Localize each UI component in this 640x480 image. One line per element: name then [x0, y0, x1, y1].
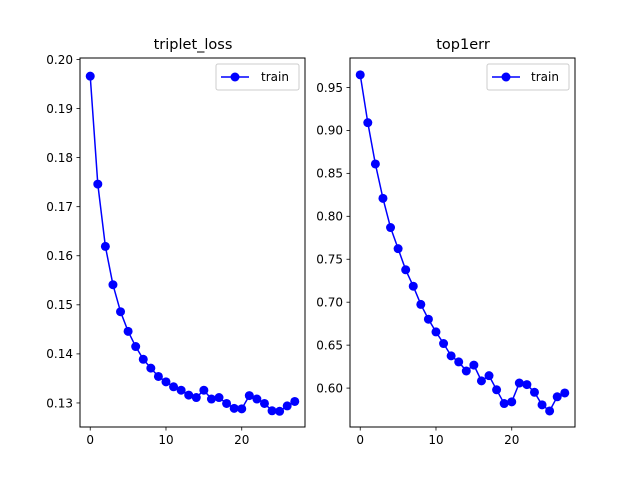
top1err-train-point [461, 366, 471, 376]
top1err-ytick-label: 0.95 [316, 81, 343, 95]
top1err-ytick-label: 0.90 [316, 124, 343, 138]
top1err-train-point [492, 385, 502, 395]
top1err-train-point [522, 380, 532, 390]
top1err-xtick-label: 0 [356, 433, 364, 447]
triplet-loss-train-point [275, 406, 285, 416]
top1err-train-point [393, 244, 403, 254]
top1err-train-point [363, 118, 373, 128]
triplet-loss-ytick-label: 0.14 [46, 347, 73, 361]
triplet-loss-train-point [229, 403, 239, 413]
top1err-legend-box [486, 63, 570, 91]
top1err-train-line [359, 74, 566, 412]
triplet-loss-ytick-label: 0.18 [46, 151, 73, 165]
triplet-loss-train-point [85, 71, 95, 81]
triplet-loss-train-point [290, 396, 300, 406]
triplet-loss-train-point [108, 280, 118, 290]
triplet-loss-legend: train [215, 63, 300, 91]
top1err-train-point [545, 406, 555, 416]
triplet-loss-xtick-label: 0 [86, 433, 94, 447]
triplet-loss-ytick-label: 0.20 [46, 53, 73, 67]
top1err-title: top1err [436, 37, 490, 53]
top1err-panel: top1err 0 10 20 0.60 0.65 0.70 0.75 0.80 0.85 0.9… [316, 37, 576, 447]
top1err-train-point [423, 314, 433, 324]
top1err-xtick-label: 10 [428, 433, 443, 447]
top1err-legend-label: train [531, 70, 559, 84]
triplet-loss-ytick-label: 0.19 [46, 102, 73, 116]
triplet-loss-train-point [259, 398, 269, 408]
top1err-train-point [355, 70, 365, 80]
triplet-loss-ticks: 0 10 20 0.13 0.14 0.15 0.16 0.17 0.18 0.19 0.20 [46, 53, 249, 447]
triplet-loss-train-point [267, 406, 277, 416]
triplet-loss-ytick-label: 0.13 [46, 396, 73, 410]
top1err-legend: train [486, 63, 570, 91]
top1err-train-point [408, 281, 418, 291]
triplet-loss-train-point [100, 241, 110, 251]
triplet-loss-train-point [244, 391, 254, 401]
top1err-ytick-label: 0.70 [316, 295, 343, 309]
top1err-ytick-label: 0.75 [316, 253, 343, 267]
triplet-loss-xtick-label: 20 [234, 433, 249, 447]
triplet-loss-ytick-label: 0.16 [46, 249, 73, 263]
triplet-loss-marks [85, 71, 300, 416]
top1err-train-point [401, 265, 411, 275]
triplet-loss-train-point [184, 390, 194, 400]
triplet-loss-legend-label: train [261, 70, 289, 84]
triplet-loss-train-point [206, 394, 216, 404]
top1err-train-point [484, 371, 494, 381]
triplet-loss-ytick-label: 0.15 [46, 298, 73, 312]
triplet-loss-train-point [214, 393, 224, 403]
top1err-train-point [439, 339, 449, 349]
triplet-loss-train-point [131, 342, 141, 352]
top1err-train-point [378, 193, 388, 203]
top1err-train-point [529, 387, 539, 397]
triplet-loss-panel: triplet_loss 0 10 20 0.13 0.14 0.15 0.16 0.17 0.… [46, 37, 306, 447]
top1err-marks [355, 70, 570, 416]
top1err-train-point [560, 388, 570, 398]
top1err-xtick-label: 20 [504, 433, 519, 447]
top1err-ytick-label: 0.85 [316, 167, 343, 181]
top1err-train-point [446, 351, 456, 361]
triplet-loss-train-point [176, 385, 186, 395]
triplet-loss-train-point [237, 404, 247, 414]
top1err-train-point [469, 360, 479, 370]
triplet-loss-train-point [191, 393, 201, 403]
top1err-train-point [499, 399, 509, 409]
triplet-loss-xtick-label: 10 [158, 433, 173, 447]
top1err-legend-marker [501, 72, 511, 82]
top1err-train-point [514, 378, 524, 388]
triplet-loss-legend-box [215, 63, 300, 91]
triplet-loss-ytick-label: 0.17 [46, 200, 73, 214]
triplet-loss-title: triplet_loss [154, 37, 233, 53]
triplet-loss-train-point [252, 394, 262, 404]
top1err-train-point [454, 357, 464, 367]
triplet-loss-legend-marker [230, 72, 240, 82]
top1err-train-point [386, 223, 396, 233]
triplet-loss-train-point [199, 385, 209, 395]
triplet-loss-train-point [161, 377, 171, 387]
triplet-loss-train-point [153, 371, 163, 381]
top1err-ticks: 0 10 20 0.60 0.65 0.70 0.75 0.80 0.85 0.90 0.95 [316, 81, 519, 447]
top1err-train-point [537, 400, 547, 410]
triplet-loss-axes-frame [79, 57, 306, 428]
top1err-train-point [431, 327, 441, 337]
triplet-loss-train-point [116, 307, 126, 317]
triplet-loss-train-point [169, 382, 179, 392]
triplet-loss-train-point [282, 401, 292, 411]
top1err-train-point [476, 376, 486, 386]
triplet-loss-train-point [123, 326, 133, 336]
triplet-loss-train-point [146, 363, 156, 373]
top1err-train-point [507, 397, 517, 407]
triplet-loss-train-point [222, 398, 232, 408]
top1err-ytick-label: 0.80 [316, 210, 343, 224]
triplet-loss-train-point [138, 354, 148, 364]
top1err-ytick-label: 0.60 [316, 381, 343, 395]
top1err-train-point [416, 299, 426, 309]
top1err-train-point [370, 159, 380, 169]
top1err-ytick-label: 0.65 [316, 338, 343, 352]
top1err-train-point [552, 392, 562, 402]
top1err-axes-frame [349, 57, 576, 428]
triplet-loss-train-point [93, 179, 103, 189]
